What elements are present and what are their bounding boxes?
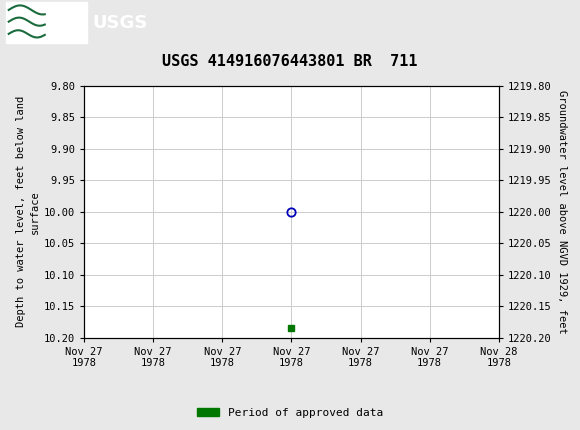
Text: USGS: USGS (93, 14, 148, 31)
Y-axis label: Groundwater level above NGVD 1929, feet: Groundwater level above NGVD 1929, feet (557, 90, 567, 334)
Text: USGS 414916076443801 BR  711: USGS 414916076443801 BR 711 (162, 54, 418, 69)
Legend: Period of approved data: Period of approved data (193, 403, 387, 422)
Bar (6, 2, 87, 43)
Y-axis label: Depth to water level, feet below land
surface: Depth to water level, feet below land su… (16, 96, 39, 327)
